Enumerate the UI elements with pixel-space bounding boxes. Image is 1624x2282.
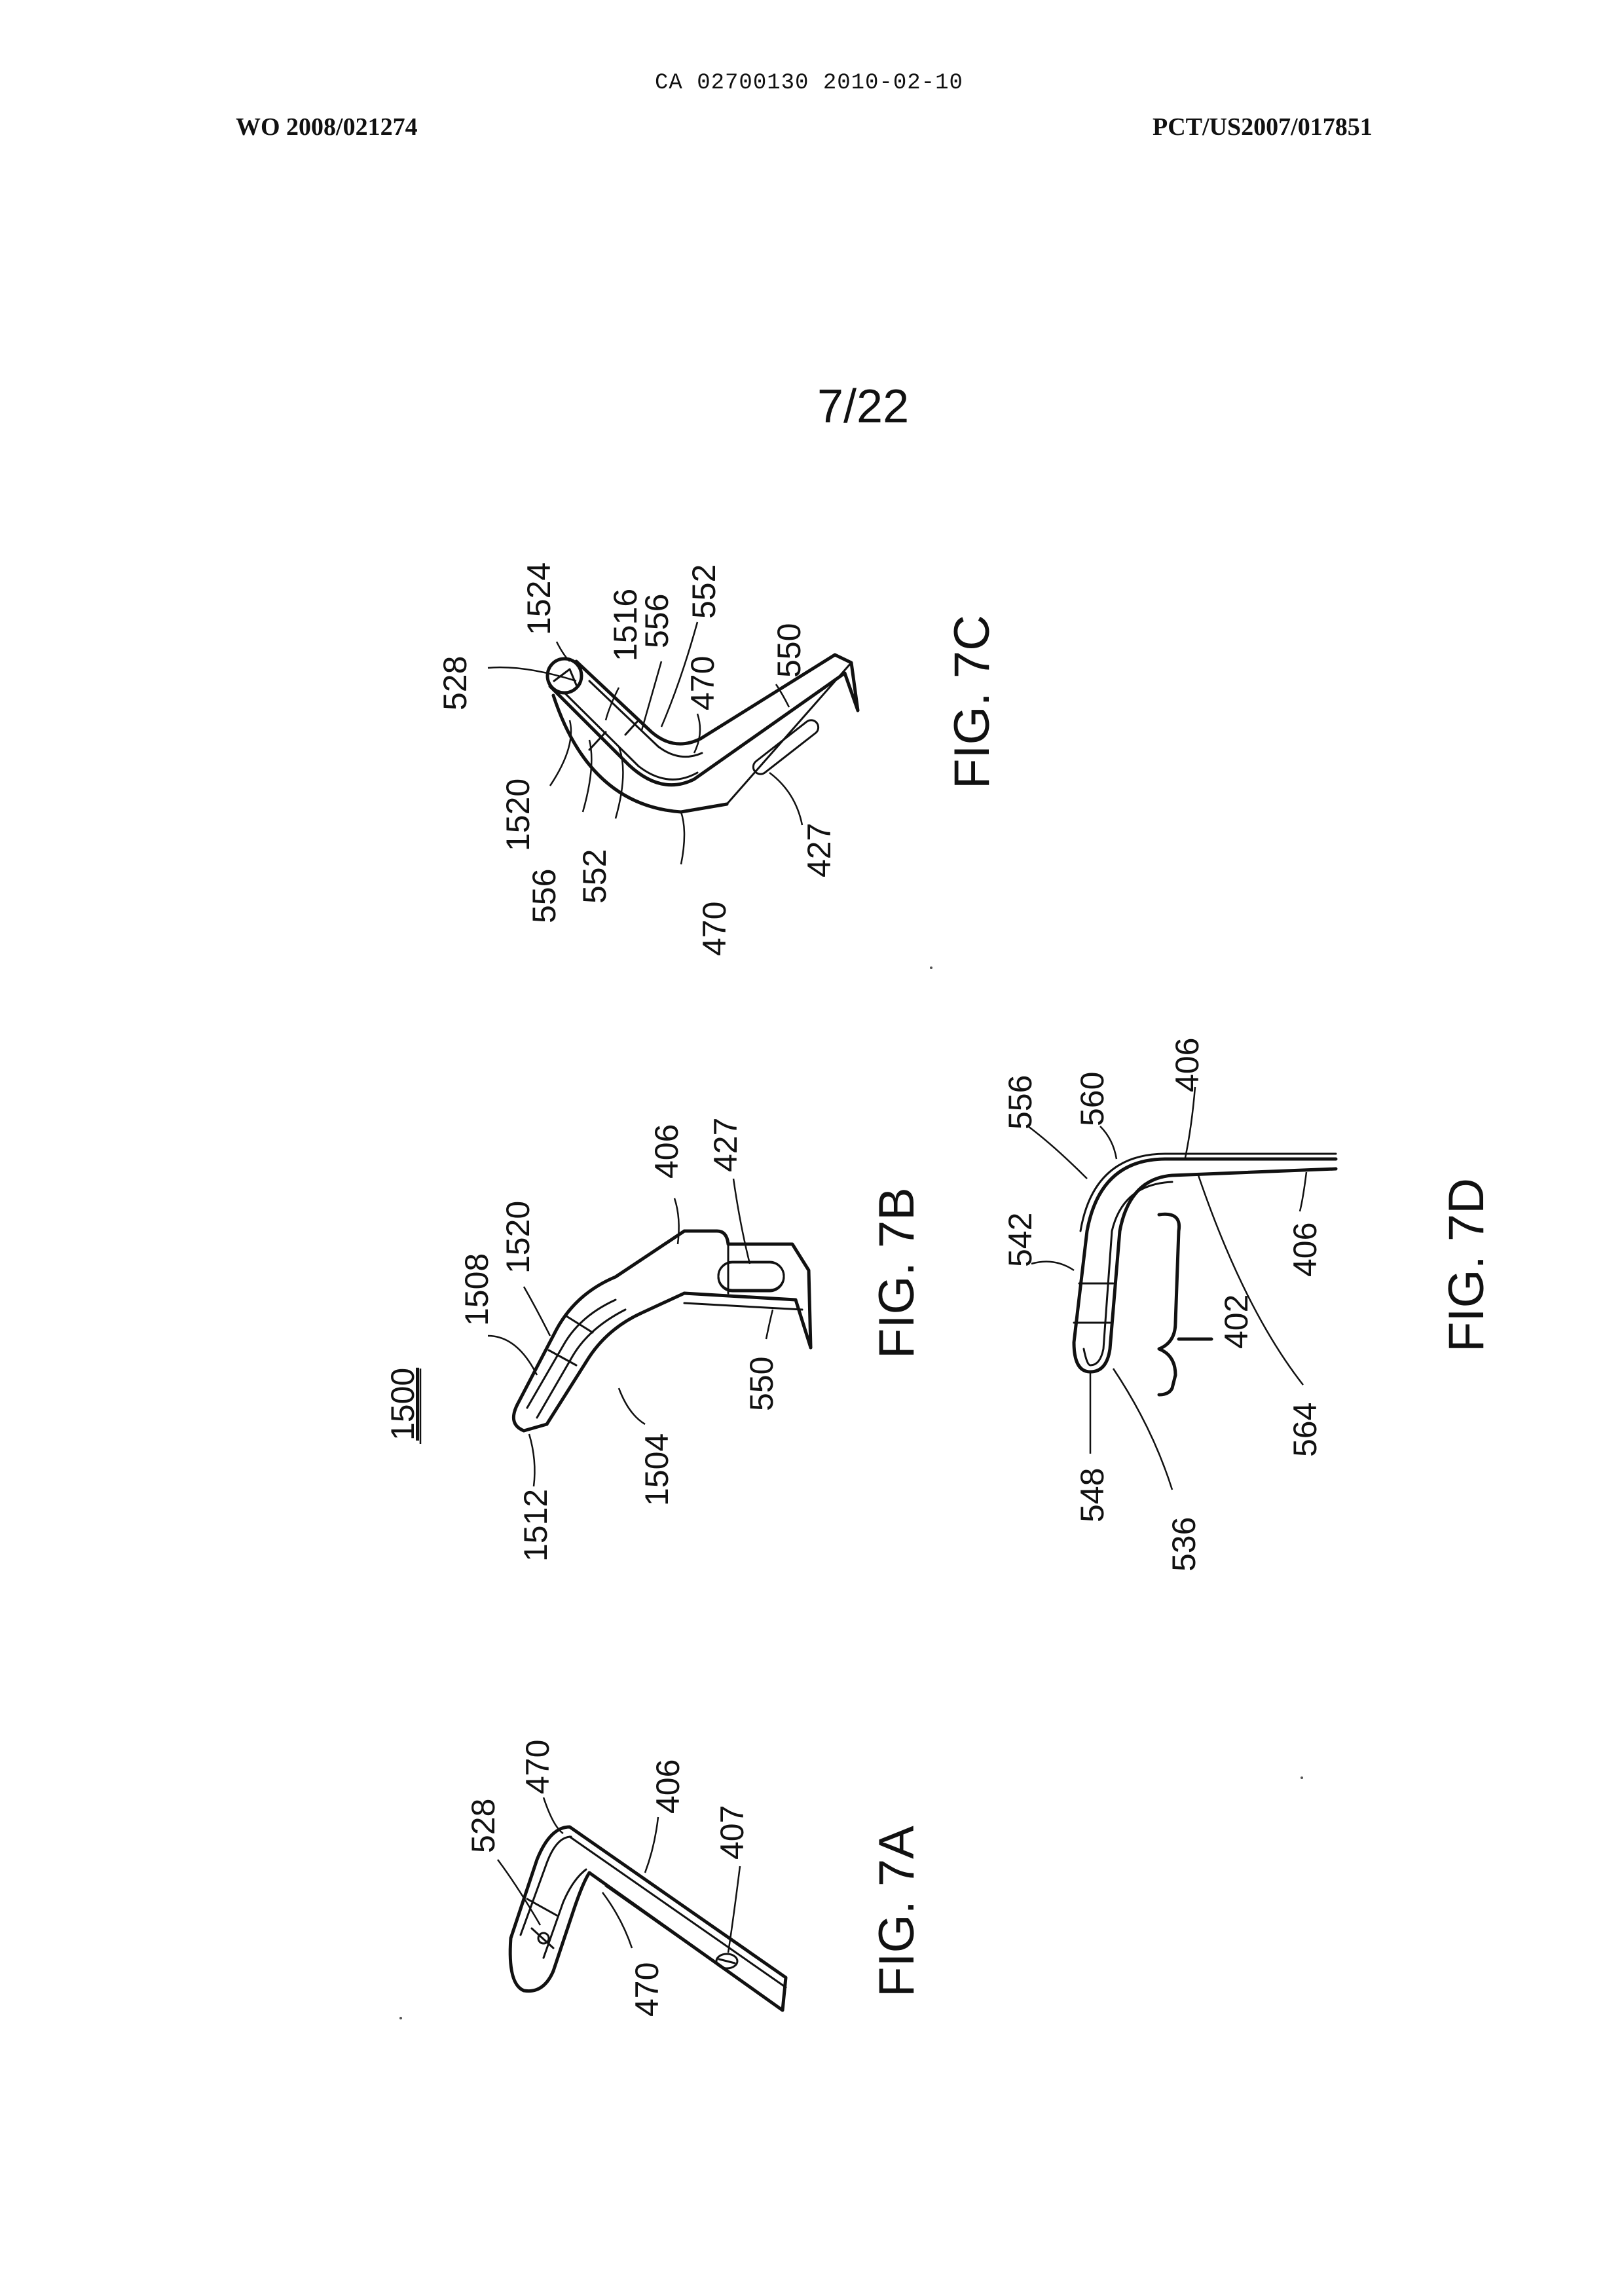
fig7d-leader-lines xyxy=(1028,1087,1306,1490)
fig7d-label-548: 548 xyxy=(1074,1468,1111,1522)
fig7a-label-470-upper: 470 xyxy=(519,1740,556,1794)
fig7c-label-470-upper: 470 xyxy=(684,656,721,710)
fig7b-label-1508: 1508 xyxy=(458,1253,495,1326)
fig7c-label-556-upper: 556 xyxy=(638,594,675,648)
fig7d-label-564: 564 xyxy=(1287,1403,1323,1457)
fig7c-caption: FIG. 7C xyxy=(944,615,1000,789)
fig7d-label-556: 556 xyxy=(1002,1075,1039,1130)
fig7c-label-556-lower: 556 xyxy=(526,869,563,923)
fig7b-label-1504: 1504 xyxy=(638,1433,675,1506)
fig7d-bracket-402 xyxy=(1159,1214,1179,1395)
fig7b-label-1520: 1520 xyxy=(500,1201,536,1274)
fig7a-caption: FIG. 7A xyxy=(869,1826,925,1997)
fig7b-label-427: 427 xyxy=(707,1118,744,1172)
fig7d-label-406-bottom: 406 xyxy=(1287,1223,1323,1277)
fig7a-label-407: 407 xyxy=(714,1805,750,1860)
fig7d-label-542: 542 xyxy=(1002,1213,1039,1267)
fig7a-label-470-lower: 470 xyxy=(629,1962,665,2017)
fig7c-reference-labels: 528 1524 1516 556 552 470 550 1520 556 5… xyxy=(437,562,838,956)
fig7c-label-550: 550 xyxy=(771,623,807,678)
fig7a-label-528: 528 xyxy=(465,1799,502,1853)
figure-7b: 1508 1520 406 427 550 1504 1512 1500 FIG… xyxy=(384,1118,925,1562)
fig7b-label-1512: 1512 xyxy=(517,1489,554,1562)
fig7c-label-552-upper: 552 xyxy=(686,564,722,619)
fig7b-reference-number-1500: 1500 xyxy=(384,1368,421,1441)
scan-speck xyxy=(1301,1776,1303,1779)
fig7a-label-406: 406 xyxy=(650,1759,686,1814)
fig7c-label-427: 427 xyxy=(801,823,838,877)
fig7c-label-1520: 1520 xyxy=(500,779,536,851)
fig7c-label-528: 528 xyxy=(437,656,473,710)
fig7c-label-1524: 1524 xyxy=(521,562,557,635)
fig7b-label-550: 550 xyxy=(743,1357,780,1411)
scan-speck xyxy=(930,966,932,969)
fig7b-label-406: 406 xyxy=(648,1124,685,1179)
figure-7d: 556 560 406 542 406 402 564 548 536 FIG.… xyxy=(1002,1038,1494,1572)
figure-7c: 528 1524 1516 556 552 470 550 1520 556 5… xyxy=(437,562,1000,956)
fig7d-label-560: 560 xyxy=(1074,1072,1111,1126)
scan-speck xyxy=(399,2017,402,2019)
fig7d-label-402: 402 xyxy=(1218,1295,1255,1349)
fig7c-label-470-lower: 470 xyxy=(696,902,733,956)
fig7d-label-536: 536 xyxy=(1166,1517,1202,1572)
fig7d-caption: FIG. 7D xyxy=(1439,1178,1494,1352)
fig7b-caption: FIG. 7B xyxy=(869,1187,925,1359)
fig7d-reference-labels: 556 560 406 542 406 402 564 548 536 xyxy=(1002,1038,1323,1572)
fig7a-reference-labels: 528 470 406 407 470 xyxy=(465,1740,750,2017)
fig7d-label-406-top: 406 xyxy=(1169,1038,1206,1092)
figure-7a: 528 470 406 407 470 FIG. 7A xyxy=(465,1740,925,2017)
fig7c-label-552-lower: 552 xyxy=(576,849,613,904)
